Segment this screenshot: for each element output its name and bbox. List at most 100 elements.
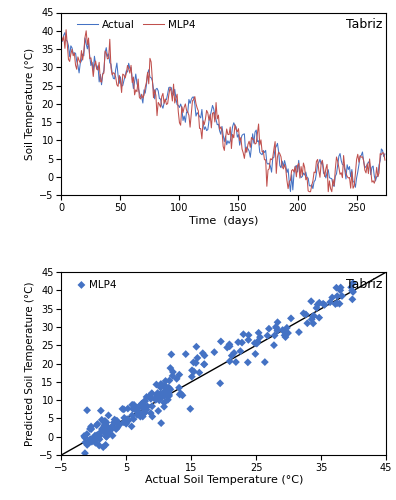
MLP4	[105, 412, 112, 420]
MLP4	[84, 441, 90, 449]
MLP4	[162, 392, 168, 400]
MLP4	[235, 338, 241, 346]
MLP4	[308, 316, 315, 324]
MLP4	[282, 328, 288, 336]
Actual	[240, 132, 244, 138]
MLP4	[147, 392, 153, 400]
MLP4	[93, 432, 100, 440]
MLP4	[166, 384, 172, 392]
MLP4	[148, 409, 154, 417]
Line: MLP4: MLP4	[61, 30, 385, 192]
MLP4	[310, 320, 316, 328]
MLP4	[166, 388, 172, 396]
MLP4	[111, 416, 118, 424]
MLP4	[103, 418, 110, 426]
MLP4	[337, 286, 343, 294]
MLP4	[383, 157, 387, 163]
MLP4	[162, 381, 168, 389]
MLP4	[183, 350, 189, 358]
MLP4	[96, 442, 102, 450]
MLP4	[337, 284, 344, 292]
Legend: MLP4: MLP4	[73, 276, 120, 294]
MLP4	[271, 341, 277, 349]
Actual	[169, 84, 173, 90]
MLP4	[274, 324, 280, 332]
MLP4	[254, 338, 261, 345]
MLP4	[103, 432, 109, 440]
MLP4	[154, 391, 160, 399]
MLP4	[226, 340, 232, 348]
MLP4	[129, 401, 135, 409]
MLP4	[148, 389, 155, 397]
MLP4	[310, 312, 317, 320]
MLP4	[130, 405, 136, 413]
MLP4	[89, 438, 95, 446]
MLP4	[99, 416, 105, 424]
MLP4	[201, 352, 208, 360]
MLP4	[103, 422, 109, 430]
MLP4	[334, 292, 341, 300]
MLP4	[274, 318, 281, 326]
MLP4	[190, 358, 197, 366]
MLP4	[93, 421, 100, 429]
MLP4	[82, 449, 88, 457]
MLP4	[162, 388, 168, 396]
MLP4	[332, 300, 339, 308]
MLP4	[254, 340, 260, 347]
MLP4	[165, 392, 171, 400]
MLP4	[98, 428, 104, 436]
MLP4	[128, 422, 135, 430]
MLP4	[165, 392, 171, 400]
MLP4	[266, 324, 272, 332]
MLP4	[126, 416, 132, 424]
MLP4	[94, 420, 101, 428]
MLP4	[177, 390, 184, 398]
MLP4	[99, 425, 105, 433]
MLP4	[155, 393, 161, 401]
MLP4	[141, 405, 148, 413]
Actual	[383, 151, 387, 157]
MLP4	[336, 300, 343, 308]
MLP4	[143, 406, 150, 413]
MLP4	[161, 402, 167, 410]
MLP4	[233, 358, 239, 366]
MLP4	[142, 408, 148, 416]
MLP4	[320, 300, 326, 308]
MLP4	[303, 310, 309, 318]
MLP4	[282, 333, 289, 341]
MLP4	[113, 425, 119, 433]
MLP4	[92, 432, 98, 440]
MLP4	[193, 342, 200, 350]
MLP4	[240, 330, 247, 338]
MLP4	[166, 376, 173, 384]
MLP4	[334, 299, 341, 307]
MLP4	[101, 418, 107, 426]
MLP4	[159, 393, 165, 401]
Actual	[254, 127, 259, 133]
MLP4	[81, 432, 87, 440]
MLP4	[92, 438, 99, 446]
MLP4	[162, 377, 169, 385]
MLP4	[321, 301, 327, 309]
MLP4	[239, 338, 245, 346]
MLP4	[147, 392, 153, 400]
MLP4	[136, 76, 141, 82]
MLP4	[262, 156, 267, 162]
MLP4	[165, 396, 171, 404]
MLP4	[90, 436, 97, 444]
MLP4	[166, 392, 172, 400]
MLP4	[149, 412, 156, 420]
MLP4	[124, 415, 130, 423]
MLP4	[153, 380, 160, 388]
MLP4	[350, 279, 356, 287]
MLP4	[152, 396, 159, 404]
MLP4	[196, 368, 202, 376]
MLP4	[87, 436, 93, 444]
MLP4	[179, 392, 186, 400]
MLP4	[329, 294, 335, 302]
MLP4	[255, 329, 262, 337]
MLP4	[191, 368, 197, 376]
MLP4	[148, 395, 154, 403]
MLP4	[109, 422, 115, 430]
MLP4	[168, 350, 175, 358]
